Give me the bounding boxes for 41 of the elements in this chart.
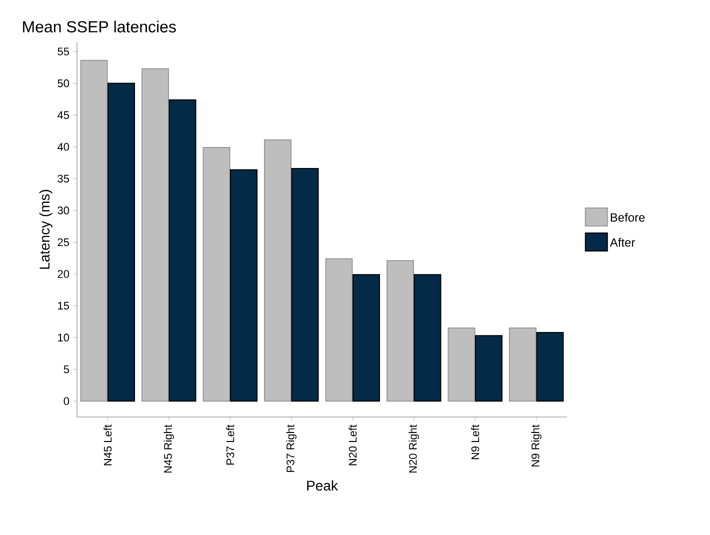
- y-tick-label: 40: [57, 142, 70, 151]
- y-tick-label: 25: [58, 238, 69, 246]
- bar: [386, 260, 414, 402]
- y-tick-label: 15: [58, 302, 69, 310]
- y-tick-label: 0: [64, 397, 70, 405]
- y-tick-label: 55: [58, 48, 69, 56]
- y-axis-title: Latency (ms): [39, 190, 52, 269]
- bar: [264, 139, 292, 402]
- bar: [474, 335, 502, 402]
- y-tick-label: 50: [58, 79, 70, 88]
- x-tick-label: N20 Right: [408, 424, 419, 473]
- y-tick-label: 5: [64, 365, 69, 374]
- bar: [352, 274, 380, 402]
- bar: [448, 328, 476, 402]
- legend-label: Before: [610, 212, 645, 222]
- x-tick-label: N45 Left: [104, 424, 112, 466]
- bar: [108, 82, 136, 402]
- bar: [168, 99, 196, 402]
- bar: [325, 258, 353, 402]
- y-tick-label: 10: [58, 334, 70, 342]
- x-tick-label: N20 Left: [348, 424, 357, 466]
- bar: [142, 68, 169, 402]
- bar: [414, 274, 442, 402]
- y-tick-label: 35: [58, 174, 69, 183]
- x-tick-label: N9 Right: [531, 424, 542, 466]
- x-tick-label: N45 Right: [164, 424, 174, 473]
- bar: [202, 147, 230, 402]
- bar: [536, 332, 564, 402]
- x-tick-label: N9 Left: [471, 424, 480, 460]
- y-tick-label: 45: [57, 111, 69, 119]
- bar: [508, 328, 536, 402]
- y-tick-label: 20: [58, 270, 70, 278]
- x-tick-label: P37 Right: [286, 424, 296, 472]
- y-tick-label: 30: [58, 206, 70, 214]
- legend-label: After: [610, 238, 636, 247]
- x-axis-title: Peak: [307, 480, 338, 491]
- bar: [230, 169, 258, 402]
- chart-title: Mean SSEP latencies: [23, 20, 176, 32]
- x-tick-label: P37 Left: [226, 424, 234, 465]
- bar: [291, 168, 319, 402]
- bar: [80, 60, 108, 402]
